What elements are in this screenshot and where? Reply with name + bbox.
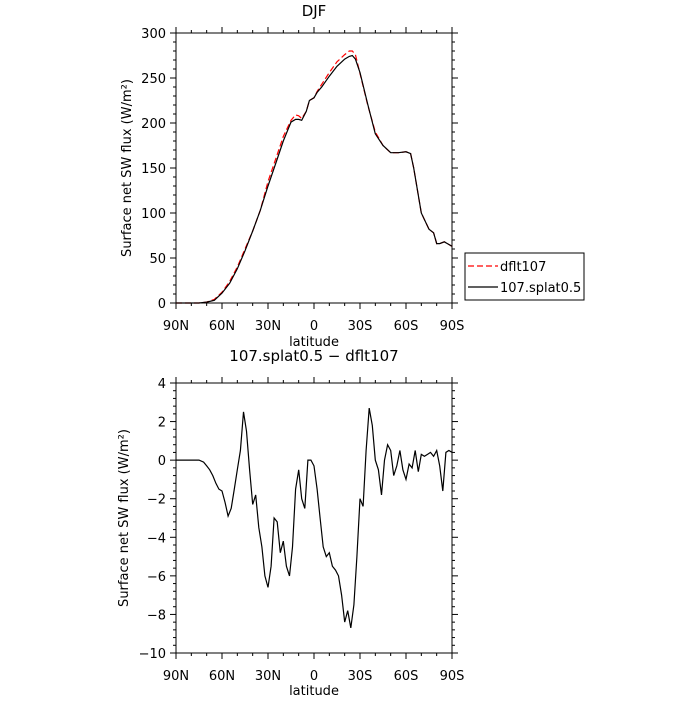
x-tick-label: 90S bbox=[440, 319, 465, 334]
y-tick-label: 0 bbox=[158, 297, 166, 312]
y-tick-label: 0 bbox=[158, 454, 166, 469]
y-tick-label: 250 bbox=[141, 72, 166, 87]
y-tick-label: −6 bbox=[147, 570, 166, 585]
top-chart-legend: dflt107 107.splat0.5 bbox=[464, 252, 585, 301]
x-tick-label: 60N bbox=[209, 669, 235, 684]
y-tick-label: 300 bbox=[141, 27, 166, 42]
x-tick-label: 90N bbox=[163, 319, 189, 334]
legend-label-107-splat0-5: 107.splat0.5 bbox=[500, 281, 581, 296]
y-tick-label: 100 bbox=[141, 207, 166, 222]
top-chart-plot-frame bbox=[175, 32, 453, 304]
bottom-chart: 107.splat0.5 − dflt107 −10 −8 −6 −4 −2 0 2 4 90… bbox=[117, 347, 464, 699]
x-tick-label: 0 bbox=[310, 669, 318, 684]
y-tick-label: 50 bbox=[149, 252, 166, 267]
bottom-chart-x-axis: 90N 60N 30N 0 30S 60S 90S bbox=[163, 377, 465, 684]
bottom-chart-x-axis-label: latitude bbox=[289, 684, 339, 699]
bottom-chart-series bbox=[176, 407, 453, 629]
top-chart-x-axis: 90N 60N 30N 0 30S 60S 90S bbox=[163, 27, 465, 334]
top-chart-y-axis-label: Surface net SW flux (W/m²) bbox=[120, 79, 135, 257]
top-chart-title: DJF bbox=[302, 2, 327, 20]
x-tick-label: 90N bbox=[163, 669, 189, 684]
x-tick-label: 30S bbox=[348, 669, 373, 684]
y-tick-label: −2 bbox=[147, 493, 166, 508]
x-tick-label: 30N bbox=[255, 319, 281, 334]
y-tick-label: 200 bbox=[141, 117, 166, 132]
y-tick-label: 150 bbox=[141, 162, 166, 177]
y-tick-label: −4 bbox=[147, 531, 166, 546]
legend-label-dflt107: dflt107 bbox=[500, 260, 546, 275]
series-line-dflt107 bbox=[176, 50, 453, 304]
x-tick-label: 90S bbox=[440, 669, 465, 684]
top-chart-x-axis-label: latitude bbox=[289, 335, 339, 350]
legend-frame bbox=[464, 252, 585, 301]
y-tick-label: −10 bbox=[139, 647, 166, 662]
bottom-chart-y-axis: −10 −8 −6 −4 −2 0 2 4 bbox=[139, 377, 458, 662]
y-tick-label: −8 bbox=[147, 608, 166, 623]
x-tick-label: 60S bbox=[394, 319, 419, 334]
x-tick-label: 30S bbox=[348, 319, 373, 334]
y-tick-label: 2 bbox=[158, 416, 166, 431]
x-tick-label: 30N bbox=[255, 669, 281, 684]
x-tick-label: 60S bbox=[394, 669, 419, 684]
top-chart-y-axis: 0 50 100 150 200 250 300 bbox=[141, 27, 458, 312]
bottom-chart-plot-frame bbox=[175, 382, 453, 654]
bottom-chart-title: 107.splat0.5 − dflt107 bbox=[229, 347, 398, 365]
series-line-107-splat0-5 bbox=[176, 54, 453, 304]
bottom-chart-y-axis-label: Surface net SW flux (W/m²) bbox=[117, 429, 132, 607]
x-tick-label: 60N bbox=[209, 319, 235, 334]
y-tick-label: 4 bbox=[158, 377, 166, 392]
x-tick-label: 0 bbox=[310, 319, 318, 334]
top-chart-series bbox=[176, 50, 453, 304]
series-line-difference bbox=[176, 407, 453, 629]
